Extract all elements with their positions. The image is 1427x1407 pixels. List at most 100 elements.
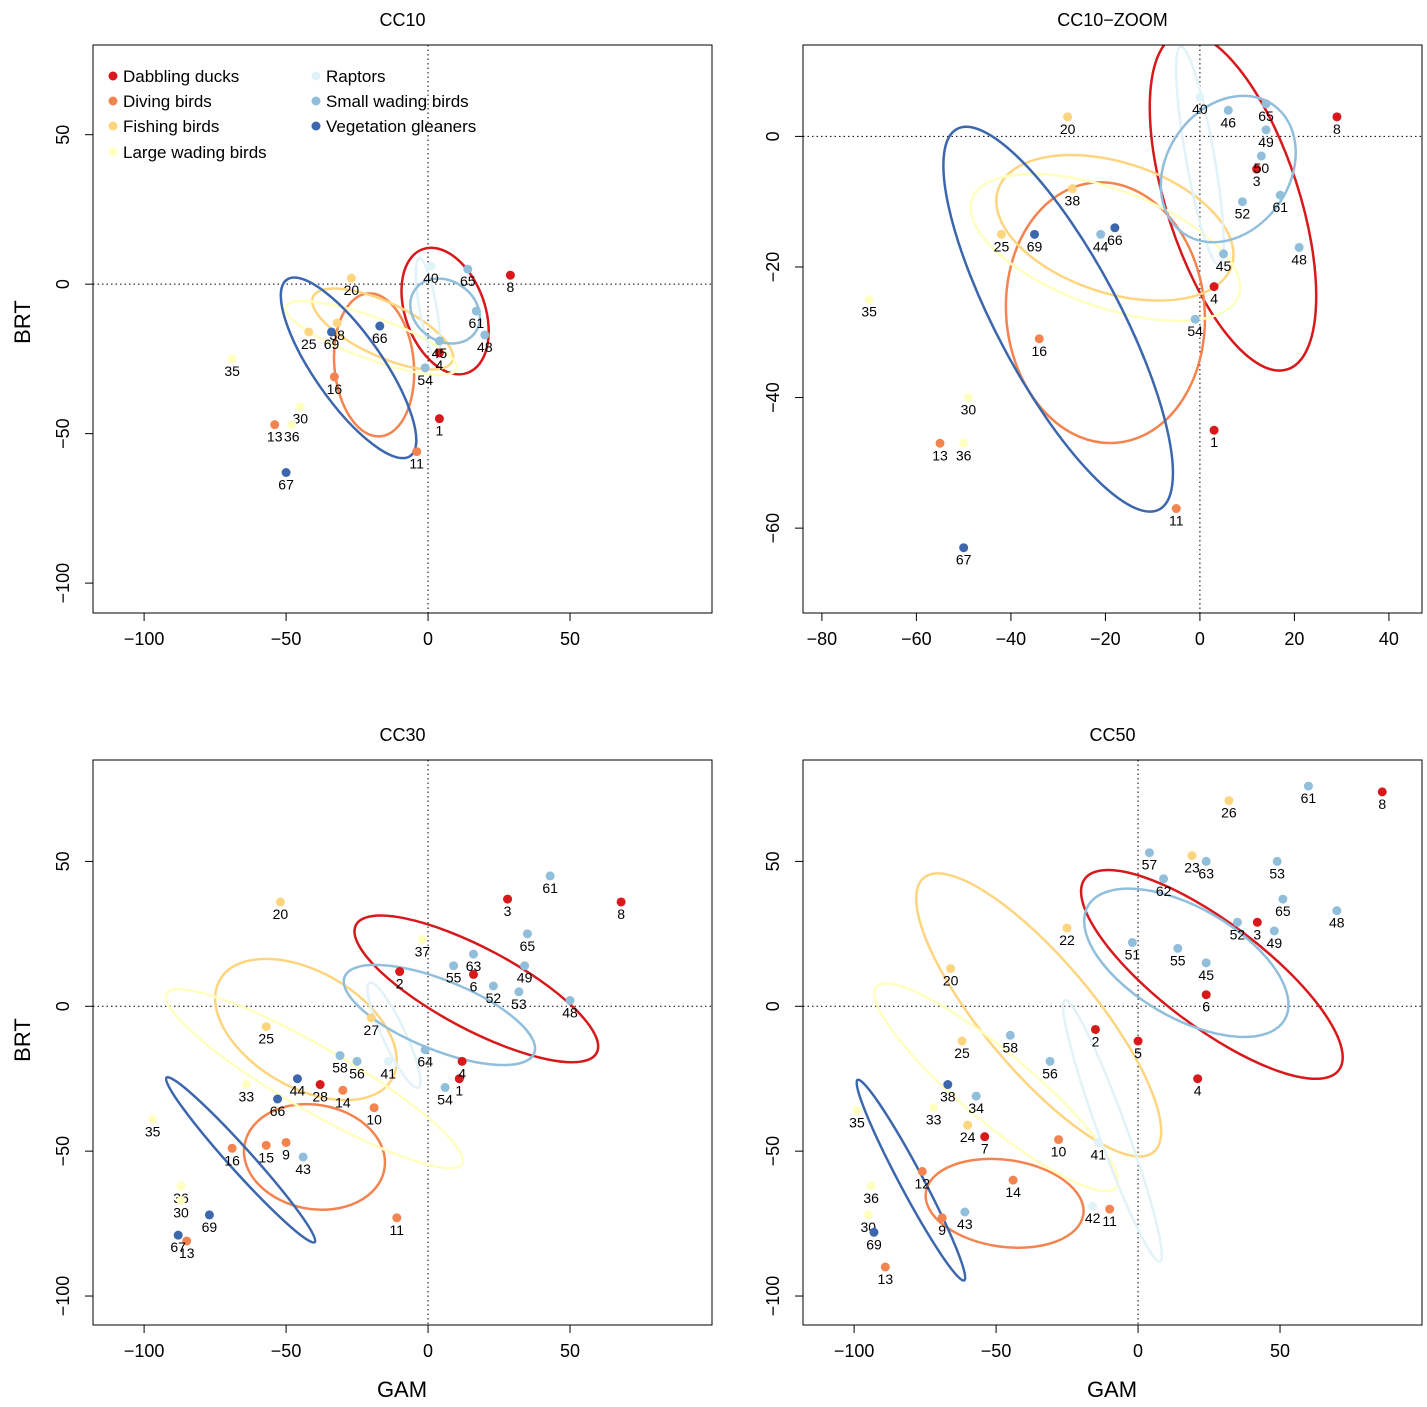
point-label: 30 xyxy=(173,1204,189,1220)
data-point xyxy=(454,1074,464,1084)
y-tick-label: −100 xyxy=(53,1276,73,1317)
x-tick-label: 0 xyxy=(1133,1341,1143,1361)
data-point xyxy=(1201,990,1211,1000)
figure-ylabel-top: BRT xyxy=(10,300,35,344)
point-label: 33 xyxy=(239,1089,255,1105)
point-label: 35 xyxy=(861,304,877,320)
data-point xyxy=(1008,1175,1018,1185)
data-point xyxy=(176,1195,186,1205)
point-label: 11 xyxy=(1169,513,1184,529)
point-label: 25 xyxy=(994,238,1010,254)
point-label: 3 xyxy=(1253,173,1261,189)
data-point xyxy=(1127,938,1137,948)
y-tick-label: −60 xyxy=(763,513,783,544)
group-ellipse xyxy=(1174,45,1225,267)
x-tick-label: −100 xyxy=(834,1341,875,1361)
point-label: 43 xyxy=(295,1161,311,1177)
point-label: 67 xyxy=(956,552,972,568)
data-point xyxy=(616,897,626,907)
point-label: 52 xyxy=(1235,206,1251,222)
point-label: 11 xyxy=(390,1222,405,1238)
legend-swatch xyxy=(108,121,118,131)
data-point xyxy=(971,1091,981,1101)
point-label: 58 xyxy=(1002,1039,1018,1055)
data-point xyxy=(1133,1036,1143,1046)
data-point xyxy=(1275,190,1285,200)
point-label: 65 xyxy=(460,273,476,289)
point-label: 38 xyxy=(940,1089,956,1105)
point-label: 45 xyxy=(432,345,448,361)
data-point xyxy=(1110,223,1120,233)
x-tick-label: −20 xyxy=(1090,629,1121,649)
data-point xyxy=(329,372,339,382)
point-label: 54 xyxy=(417,372,433,388)
data-point xyxy=(182,1236,192,1246)
data-point xyxy=(241,1080,251,1090)
data-point xyxy=(943,1080,953,1090)
point-label: 63 xyxy=(1198,865,1214,881)
x-tick-label: −40 xyxy=(996,629,1027,649)
data-point xyxy=(420,1045,430,1055)
point-label: 52 xyxy=(486,990,502,1006)
x-tick-label: 50 xyxy=(1270,1341,1290,1361)
point-label: 16 xyxy=(327,381,343,397)
x-tick-label: −50 xyxy=(271,629,302,649)
data-point xyxy=(392,1213,402,1223)
data-point xyxy=(426,261,436,271)
point-label: 64 xyxy=(417,1054,433,1070)
point-label: 69 xyxy=(202,1219,218,1235)
point-label: 35 xyxy=(145,1123,161,1139)
data-point xyxy=(273,1094,283,1104)
point-label: 53 xyxy=(511,996,527,1012)
data-point xyxy=(275,897,285,907)
group-ellipse xyxy=(1082,887,1290,1039)
data-point xyxy=(1159,874,1169,884)
data-point xyxy=(434,336,444,346)
point-label: 48 xyxy=(477,339,493,355)
data-point xyxy=(434,348,444,358)
data-point xyxy=(545,871,555,881)
x-tick-label: 0 xyxy=(1195,629,1205,649)
point-label: 22 xyxy=(1059,932,1075,948)
legend-label: Small wading birds xyxy=(326,92,469,111)
legend-swatch xyxy=(311,121,321,131)
data-point xyxy=(463,264,473,274)
data-point xyxy=(1209,282,1219,292)
data-point xyxy=(1219,249,1229,259)
data-point xyxy=(327,327,337,337)
point-label: 26 xyxy=(1221,805,1237,821)
legend-swatch xyxy=(108,96,118,106)
data-point xyxy=(369,1103,379,1113)
point-label: 9 xyxy=(938,1222,946,1238)
point-label: 55 xyxy=(1170,952,1186,968)
point-label: 24 xyxy=(960,1129,976,1145)
data-point xyxy=(963,393,973,403)
point-label: 13 xyxy=(267,429,283,445)
data-point xyxy=(366,1013,376,1023)
data-point xyxy=(420,363,430,373)
point-label: 41 xyxy=(381,1065,397,1081)
point-label: 33 xyxy=(926,1112,942,1128)
chart-panel: CC10841111316202538353036404854616545676… xyxy=(53,10,713,649)
data-point xyxy=(1269,926,1279,936)
y-tick-label: 0 xyxy=(53,279,73,289)
legend-swatch xyxy=(311,71,321,81)
data-point xyxy=(261,1140,271,1150)
point-label: 25 xyxy=(258,1031,274,1047)
legend-label: Diving birds xyxy=(123,92,212,111)
point-label: 56 xyxy=(1042,1065,1058,1081)
point-label: 35 xyxy=(224,363,240,379)
data-point xyxy=(957,1036,967,1046)
group-ellipse xyxy=(242,1102,387,1212)
point-label: 6 xyxy=(470,978,478,994)
point-label: 66 xyxy=(372,330,388,346)
data-point xyxy=(937,1213,947,1223)
point-label: 61 xyxy=(542,880,558,896)
legend-swatch xyxy=(108,71,118,81)
x-tick-label: −50 xyxy=(271,1341,302,1361)
point-label: 14 xyxy=(1005,1184,1021,1200)
data-point xyxy=(505,270,515,280)
point-label: 30 xyxy=(292,411,308,427)
y-tick-label: −50 xyxy=(53,418,73,449)
data-point xyxy=(440,1082,450,1092)
